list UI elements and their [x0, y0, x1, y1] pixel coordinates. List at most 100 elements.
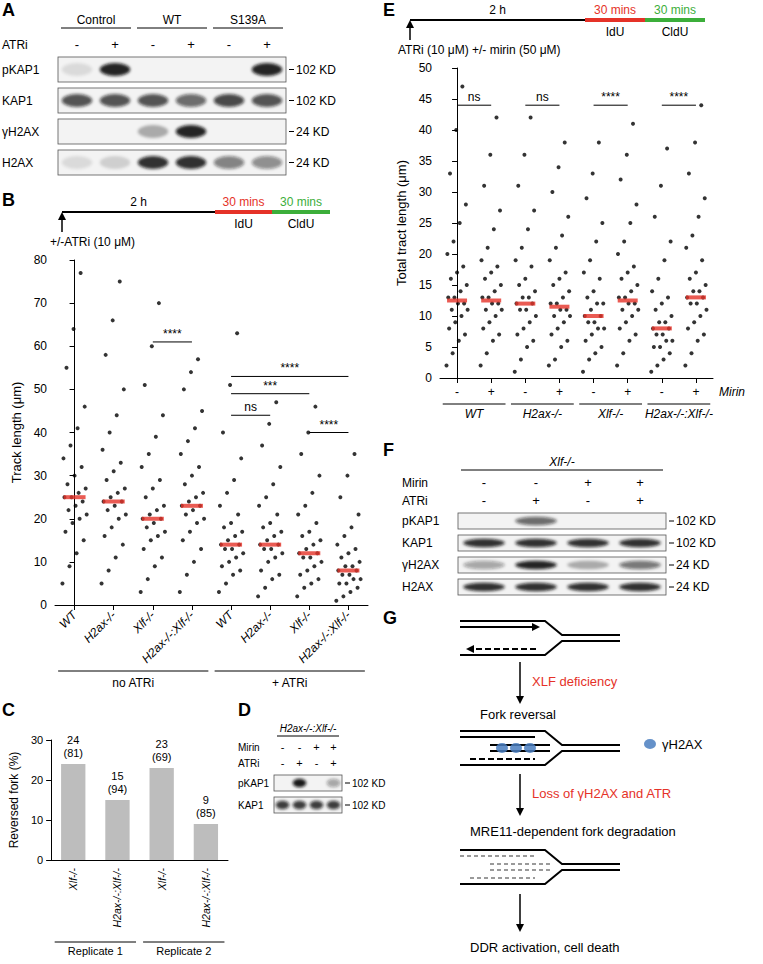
svg-text:30: 30: [34, 469, 48, 483]
svg-text:9: 9: [203, 794, 209, 806]
svg-text:24 KD: 24 KD: [676, 558, 710, 572]
svg-text:Xlf-/-: Xlf-/-: [597, 407, 623, 421]
svg-text:+ ATRi: + ATRi: [272, 676, 307, 690]
svg-text:CldU: CldU: [662, 25, 689, 39]
svg-text:Xlf-/-: Xlf-/-: [286, 608, 315, 637]
svg-text:60: 60: [34, 339, 48, 353]
svg-text:102 KD: 102 KD: [676, 536, 716, 550]
svg-text:5: 5: [425, 340, 432, 354]
svg-text:XLF deficiency: XLF deficiency: [532, 674, 618, 689]
svg-text:-: -: [455, 385, 459, 399]
svg-text:+: +: [296, 757, 302, 769]
svg-text:KAP1: KAP1: [402, 536, 433, 550]
svg-text:+: +: [313, 741, 319, 753]
svg-text:+: +: [330, 757, 336, 769]
svg-text:H2ax-/-:Xlf-/-: H2ax-/-:Xlf-/-: [295, 608, 353, 666]
svg-text:+: +: [111, 37, 119, 52]
svg-text:WT: WT: [465, 407, 485, 421]
svg-text:H2ax-/-:Xlf-/-: H2ax-/-:Xlf-/-: [111, 868, 123, 928]
svg-text:-: -: [534, 475, 538, 490]
svg-text:+/-ATRi (10 μM): +/-ATRi (10 μM): [50, 235, 135, 249]
svg-text:H2AX: H2AX: [2, 156, 33, 170]
svg-text:ns: ns: [468, 90, 481, 104]
svg-text:H2ax-/-: H2ax-/-: [81, 608, 119, 646]
svg-text:****: ****: [280, 361, 299, 375]
svg-text:35: 35: [419, 154, 433, 168]
svg-text:45: 45: [419, 92, 433, 106]
svg-text:+: +: [488, 385, 495, 399]
svg-text:0: 0: [40, 598, 47, 612]
svg-text:H2ax-/-:Xlf-/-: H2ax-/-:Xlf-/-: [280, 723, 337, 734]
svg-text:20: 20: [31, 774, 43, 786]
svg-text:+: +: [330, 741, 336, 753]
svg-text:H2AX: H2AX: [402, 580, 433, 594]
svg-text:24: 24: [67, 734, 79, 746]
svg-text:Xlf-/-: Xlf-/-: [67, 868, 79, 892]
svg-text:102 KD: 102 KD: [296, 94, 336, 108]
svg-text:Mirin: Mirin: [238, 742, 260, 753]
svg-text:2 h: 2 h: [489, 3, 506, 17]
svg-text:ATRi (10 μM) +/- mirin (50 μM): ATRi (10 μM) +/- mirin (50 μM): [398, 43, 561, 57]
svg-text:pKAP1: pKAP1: [402, 514, 440, 528]
svg-text:-: -: [151, 37, 155, 52]
svg-text:γH2AX: γH2AX: [662, 737, 703, 752]
svg-text:Mirin: Mirin: [402, 476, 428, 490]
svg-text:30 mins: 30 mins: [280, 195, 322, 209]
svg-text:Xlf-/-: Xlf-/-: [156, 868, 168, 892]
svg-text:-: -: [281, 741, 285, 753]
svg-text:20: 20: [419, 247, 433, 261]
svg-text:Replicate 1: Replicate 1: [68, 945, 123, 957]
svg-text:102 KD: 102 KD: [352, 778, 385, 789]
svg-text:30: 30: [31, 734, 43, 746]
svg-text:50: 50: [419, 61, 433, 75]
svg-text:-: -: [315, 757, 319, 769]
svg-text:pKAP1: pKAP1: [2, 63, 40, 77]
svg-text:(85): (85): [196, 807, 216, 819]
svg-text:-: -: [281, 757, 285, 769]
svg-text:Fork reversal: Fork reversal: [480, 707, 556, 722]
svg-text:-: -: [227, 37, 231, 52]
svg-text:80: 80: [34, 253, 48, 267]
svg-text:Reversed fork (%): Reversed fork (%): [7, 752, 21, 849]
svg-text:ATRi: ATRi: [2, 38, 28, 52]
svg-text:+: +: [636, 475, 644, 490]
svg-text:IdU: IdU: [234, 217, 253, 231]
svg-text:10: 10: [34, 555, 48, 569]
svg-text:+: +: [187, 37, 195, 52]
svg-text:H2ax-/-: H2ax-/-: [237, 608, 275, 646]
svg-text:WT: WT: [56, 607, 80, 631]
svg-text:(69): (69): [152, 751, 172, 763]
svg-text:102 KD: 102 KD: [296, 63, 336, 77]
svg-text:CldU: CldU: [288, 217, 315, 231]
svg-text:40: 40: [34, 426, 48, 440]
svg-text:15: 15: [419, 278, 433, 292]
svg-text:S139A: S139A: [230, 13, 266, 27]
svg-text:+: +: [584, 475, 592, 490]
svg-text:H2ax-/-: H2ax-/-: [523, 407, 562, 421]
svg-text:+: +: [624, 385, 631, 399]
svg-text:Xlf-/-: Xlf-/-: [129, 608, 158, 637]
svg-text:IdU: IdU: [606, 25, 625, 39]
svg-text:****: ****: [670, 90, 689, 104]
svg-text:no ATRi: no ATRi: [112, 676, 154, 690]
svg-text:+: +: [636, 493, 644, 508]
svg-text:H2ax-/-:Xlf-/-: H2ax-/-:Xlf-/-: [139, 608, 197, 666]
svg-text:15: 15: [111, 770, 123, 782]
svg-text:γH2AX: γH2AX: [2, 125, 39, 139]
svg-text:(94): (94): [108, 783, 128, 795]
svg-text:***: ***: [263, 379, 277, 393]
svg-text:H2ax-/-:Xlf-/-: H2ax-/-:Xlf-/-: [645, 407, 713, 421]
svg-text:ATRi: ATRi: [402, 494, 428, 508]
svg-text:+: +: [263, 37, 271, 52]
svg-text:DDR activation, cell death: DDR activation, cell death: [470, 940, 620, 955]
svg-text:γH2AX: γH2AX: [402, 558, 439, 572]
svg-text:(81): (81): [63, 747, 83, 759]
svg-text:20: 20: [34, 512, 48, 526]
svg-text:-: -: [586, 493, 590, 508]
svg-text:25: 25: [419, 216, 433, 230]
svg-text:Total tract length (μm): Total tract length (μm): [394, 160, 409, 286]
svg-text:23: 23: [156, 738, 168, 750]
svg-text:24 KD: 24 KD: [296, 156, 330, 170]
svg-text:70: 70: [34, 296, 48, 310]
svg-text:KAP1: KAP1: [2, 94, 33, 108]
